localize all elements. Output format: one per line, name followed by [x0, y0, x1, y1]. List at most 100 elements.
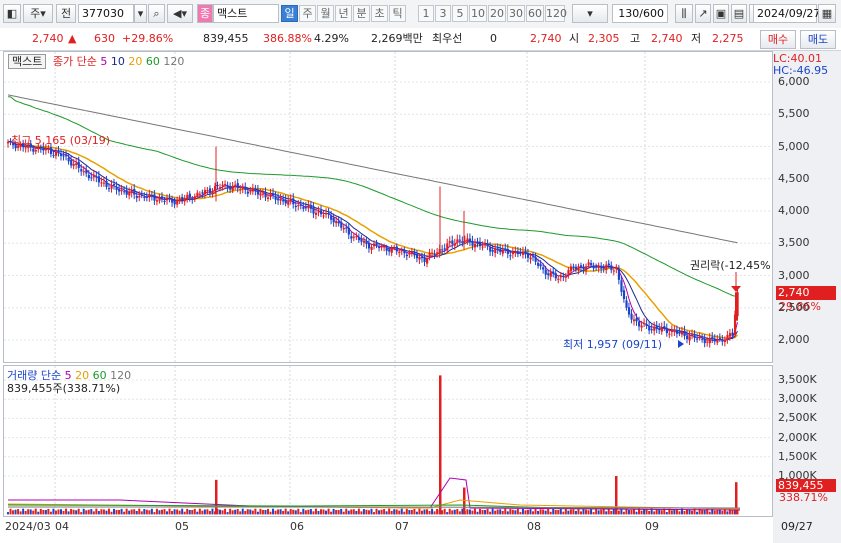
volume-bar — [428, 510, 431, 515]
code-dropdown-icon[interactable]: ▾ — [134, 4, 147, 23]
condition-label: 최우선 — [432, 32, 463, 45]
market-type-select[interactable]: 주▾ — [23, 4, 53, 23]
candle-body — [627, 307, 631, 315]
volume-bar — [67, 511, 70, 515]
candle-body — [436, 252, 439, 254]
candle-body — [688, 336, 691, 341]
candle-body — [181, 197, 184, 201]
interval-dropdown[interactable]: ▾ — [572, 4, 608, 23]
volume-bar — [458, 511, 461, 515]
interval-tab-2[interactable]: 5 — [452, 5, 468, 22]
candle-body — [567, 270, 570, 275]
candle-body — [206, 189, 209, 191]
volume-bar — [307, 509, 310, 515]
volume-bar — [302, 508, 305, 515]
print-icon[interactable]: ▤ — [731, 4, 747, 23]
count-field[interactable]: 130/600 — [612, 4, 668, 23]
volume-bar — [640, 510, 643, 515]
last-candle — [735, 292, 738, 321]
volume-bar — [547, 508, 550, 515]
time-tick: 05 — [175, 520, 189, 533]
candle-body — [638, 321, 641, 327]
candle-body — [292, 198, 295, 205]
candle-type-icon[interactable]: ⫼ — [675, 4, 693, 23]
candle-body — [145, 196, 149, 198]
period-tab-4[interactable]: 분 — [353, 5, 370, 22]
candle-body — [297, 205, 300, 207]
candle-body — [653, 326, 656, 331]
price-panel[interactable] — [3, 51, 773, 363]
volume-bar — [259, 508, 262, 515]
vol-legend-ma5: 5 — [64, 369, 72, 382]
volume-bar — [330, 511, 333, 515]
panel-title: 맥스트 — [8, 54, 47, 69]
best-price: 2,740 — [530, 32, 562, 45]
period-tab-1[interactable]: 주 — [299, 5, 316, 22]
volume-panel[interactable] — [3, 365, 773, 517]
candle-body — [22, 143, 25, 148]
period-tab-6[interactable]: 틱 — [389, 5, 406, 22]
candle-body — [605, 264, 608, 271]
candle-body — [24, 147, 27, 149]
save-icon[interactable]: ▣ — [713, 4, 729, 23]
volume-bar — [665, 512, 668, 515]
up-arrow-icon: ▲ — [68, 32, 77, 45]
candle-body — [713, 338, 716, 342]
volume-bar — [229, 508, 232, 515]
volume-bar — [385, 511, 388, 515]
candle-body — [302, 207, 305, 209]
candle-body — [135, 196, 138, 198]
volume-bar — [539, 509, 542, 515]
interval-tab-4[interactable]: 20 — [488, 5, 506, 22]
search-icon[interactable]: ⌕ — [148, 4, 165, 23]
last-price-tag: 2,740 — [776, 286, 836, 300]
candle-body — [388, 249, 391, 252]
volume-bar — [82, 508, 85, 515]
interval-tab-3[interactable]: 10 — [469, 5, 487, 22]
volume-bar — [622, 511, 625, 515]
candle-body — [668, 333, 671, 335]
volume-bar — [269, 511, 272, 515]
volume-bar — [201, 510, 204, 515]
period-tab-5[interactable]: 초 — [371, 5, 388, 22]
vol-legend-ma20: 20 — [75, 369, 90, 382]
interval-tab-1[interactable]: 3 — [435, 5, 451, 22]
period-tab-2[interactable]: 월 — [317, 5, 334, 22]
candle-body — [370, 246, 373, 250]
volume-bar — [574, 510, 577, 515]
buy-button[interactable]: 매수 — [760, 30, 796, 49]
window-icon[interactable]: ◧ — [3, 4, 21, 23]
candle-body — [102, 182, 106, 184]
volume-bar — [516, 508, 519, 515]
candle-body — [632, 319, 636, 322]
volume-bar — [347, 510, 350, 515]
volume-bar — [711, 508, 714, 515]
stock-code-input[interactable]: 377030 — [78, 4, 134, 23]
volume-bar — [256, 511, 259, 515]
volume-bar — [352, 509, 355, 515]
interval-tab-0[interactable]: 1 — [418, 5, 434, 22]
interval-tab-6[interactable]: 60 — [526, 5, 544, 22]
volume-bar — [494, 510, 497, 515]
calendar-icon[interactable]: ▦ — [818, 4, 836, 23]
prev-button[interactable]: 전 — [56, 4, 76, 23]
volume-bar — [650, 508, 653, 515]
interval-tab-5[interactable]: 30 — [507, 5, 525, 22]
candle-body — [400, 250, 403, 252]
volume-bar — [362, 509, 365, 515]
volume-bar — [297, 508, 300, 515]
volume-bar — [688, 509, 691, 515]
volume-bar — [559, 508, 562, 515]
interval-tab-7[interactable]: 120 — [545, 5, 567, 22]
candle-body — [645, 324, 648, 327]
candle-body — [266, 197, 270, 199]
volume-bar — [14, 509, 17, 515]
date-field[interactable]: 2024/09/27 — [753, 4, 820, 23]
draw-tool-icon[interactable]: ↗ — [695, 4, 711, 23]
period-tab-0[interactable]: 일 — [281, 5, 298, 22]
candle-body — [413, 252, 416, 256]
speaker-icon[interactable]: ◀▾ — [167, 4, 193, 23]
sell-button[interactable]: 매도 — [800, 30, 836, 49]
period-tab-3[interactable]: 년 — [335, 5, 352, 22]
